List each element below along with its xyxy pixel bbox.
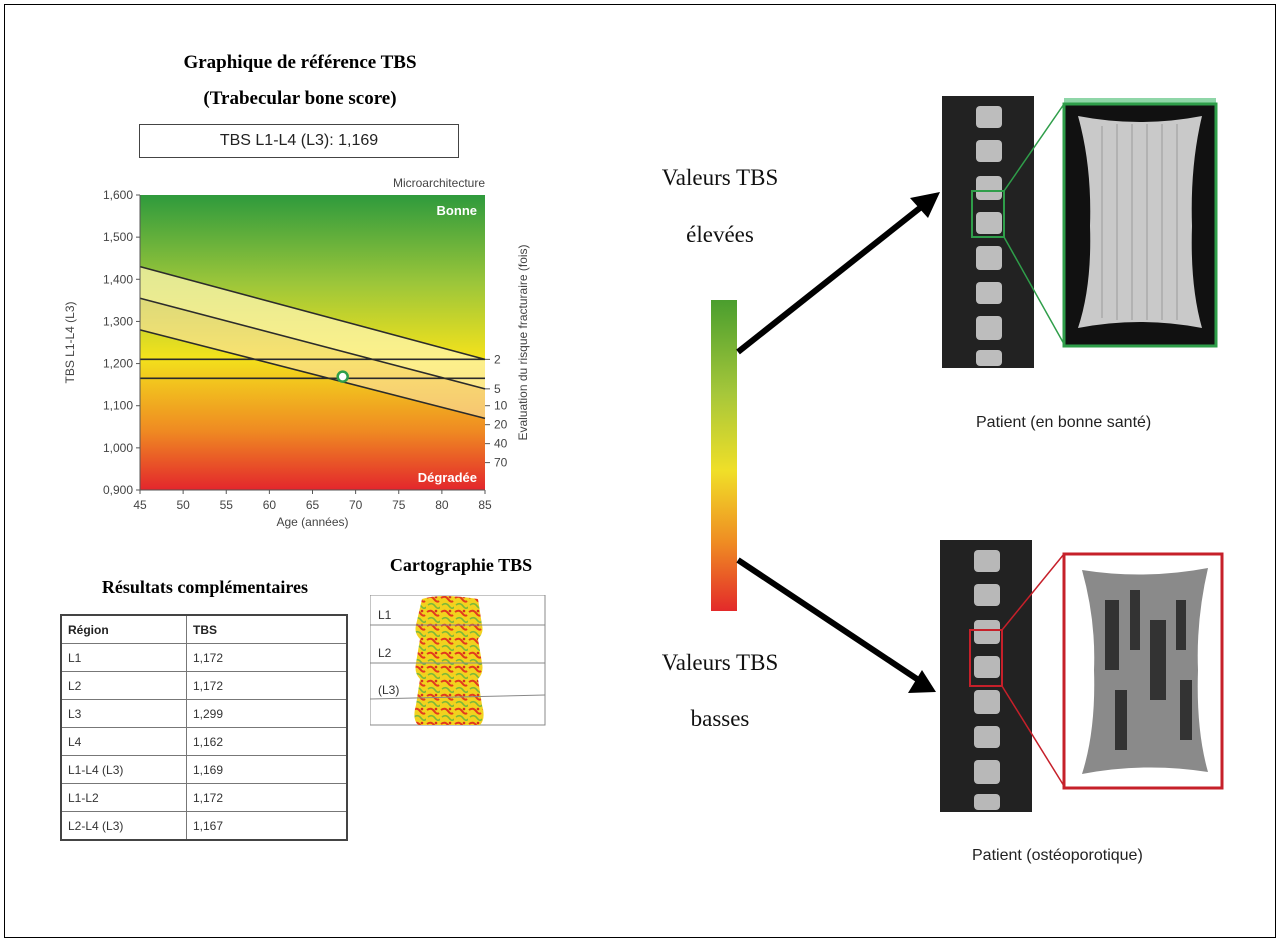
y-tick-label: 1,000 xyxy=(103,441,133,455)
chart-subtitle: (Trabecular bone score) xyxy=(203,88,397,109)
x-tick-label: 55 xyxy=(220,498,234,512)
y-tick-label: 1,300 xyxy=(103,314,133,328)
high-values-label-line2: élevées xyxy=(686,222,754,247)
region-cell: L1-L2 xyxy=(61,783,187,812)
table-row: L1-L2 1,172 xyxy=(61,783,347,812)
table-row: L3 1,299 xyxy=(61,699,347,728)
reference-band-upper xyxy=(140,266,485,389)
osteo-caption: Patient (ostéoporotique) xyxy=(972,847,1143,864)
low-values-label-line2: basses xyxy=(690,706,750,731)
healthy-spine-image xyxy=(942,96,1218,368)
region-cell: L2 xyxy=(61,671,187,700)
x-tick-label: 50 xyxy=(176,498,190,512)
x-tick-label: 60 xyxy=(263,498,277,512)
header-tbs: TBS xyxy=(186,615,347,644)
x-axis-label: Age (années) xyxy=(276,515,348,529)
right-tick-label: 2 xyxy=(494,352,501,366)
map-title: Cartographie TBS xyxy=(389,555,533,575)
chart-title: Graphique de référence TBS xyxy=(183,52,417,73)
x-tick-label: 65 xyxy=(306,498,320,512)
y-axis-label: TBS L1-L4 (L3) xyxy=(63,301,77,383)
arrow-to-osteo xyxy=(736,557,928,688)
series-lines xyxy=(139,265,486,420)
header-region: Région xyxy=(61,615,187,644)
right-tick-label: 10 xyxy=(494,399,508,413)
arrow-to-healthy xyxy=(736,197,932,355)
y-tick-label: 1,500 xyxy=(103,230,133,244)
tbs-score-box: TBS L1-L4 (L3): 1,169 xyxy=(139,124,459,158)
y-tick-label: 0,900 xyxy=(103,483,133,497)
table-header-row: Région TBS xyxy=(61,615,347,644)
low-values-label-line1: Valeurs TBS xyxy=(661,650,779,675)
region-cell: L4 xyxy=(61,727,187,756)
vertebra-map xyxy=(370,595,546,726)
patient-point xyxy=(336,370,349,383)
zone-label-bonne: Bonne xyxy=(437,203,477,218)
right-tick-label: 20 xyxy=(494,418,508,432)
reference-band-lower xyxy=(140,298,485,419)
tbs-cell: 1,172 xyxy=(186,643,347,672)
zone-label-degradee: Dégradée xyxy=(418,470,477,485)
table-row: L4 1,162 xyxy=(61,727,347,756)
series-line-3 xyxy=(139,329,486,420)
trabecular-texture xyxy=(1101,124,1178,320)
axes: 45 50 55 60 65 70 75 80 85 0,900 1,000 1,100 1,200 1,… xyxy=(103,188,508,512)
x-tick-label: 75 xyxy=(392,498,406,512)
results-title: Résultats complémentaires xyxy=(101,577,309,597)
arrowhead-icon xyxy=(908,670,936,693)
right-tick-label: 5 xyxy=(494,382,501,396)
x-tick-label: 85 xyxy=(478,498,492,512)
highlight-box xyxy=(969,629,1003,687)
results-table: Région TBS L1 1,172 L2 1,172 L3 1,299 L4 1,1… xyxy=(60,614,348,841)
region-cell: L2-L4 (L3) xyxy=(61,811,187,841)
tbs-cell: 1,299 xyxy=(186,699,347,728)
table-row: L1-L4 (L3) 1,169 xyxy=(61,755,347,784)
vertebra-heatmap xyxy=(414,596,484,725)
arrows xyxy=(736,192,940,693)
porous-trabecular-bone xyxy=(1082,568,1208,774)
x-tick-label: 45 xyxy=(133,498,147,512)
table-row: L2-L4 (L3) 1,167 xyxy=(61,811,347,841)
series-line-1 xyxy=(139,265,486,361)
tbs-scale-bar xyxy=(711,300,737,611)
tbs-cell: 1,169 xyxy=(186,755,347,784)
tbs-cell: 1,172 xyxy=(186,783,347,812)
vertebra-column xyxy=(974,550,1000,810)
figure-border xyxy=(4,4,1276,938)
porous-texture xyxy=(1105,590,1192,750)
divider-line xyxy=(370,694,546,700)
healthy-caption: Patient (en bonne santé) xyxy=(976,414,1152,431)
right-tick-label: 40 xyxy=(494,437,508,451)
y-tick-label: 1,600 xyxy=(103,188,133,202)
region-cell: L1-L4 (L3) xyxy=(61,755,187,784)
x-tick-label: 70 xyxy=(349,498,363,512)
arrowhead-icon xyxy=(910,192,940,218)
highlight-box xyxy=(971,190,1005,238)
osteoporotic-spine-image xyxy=(940,540,1224,812)
microarchitecture-label: Microarchitecture xyxy=(393,176,485,190)
tbs-cell: 1,167 xyxy=(186,811,347,841)
x-tick-label: 80 xyxy=(435,498,449,512)
y-tick-label: 1,400 xyxy=(103,272,133,286)
high-values-label-line1: Valeurs TBS xyxy=(661,165,779,190)
region-cell: L1 xyxy=(61,643,187,672)
map-label-l3: (L3) xyxy=(378,683,400,697)
dense-trabecular-bone xyxy=(1078,116,1202,328)
y-tick-label: 1,200 xyxy=(103,357,133,371)
table-row: L1 1,172 xyxy=(61,643,347,672)
vertebra-column xyxy=(976,106,1002,366)
right-axis-label: Evaluation du risque fracturaire (fois) xyxy=(516,244,530,440)
table-row: L2 1,172 xyxy=(61,671,347,700)
tbs-reference-chart: 45 50 55 60 65 70 75 80 85 0,900 1,000 1,100 1,200 1,… xyxy=(63,176,530,529)
right-tick-label: 70 xyxy=(494,456,508,470)
tbs-cell: 1,172 xyxy=(186,671,347,700)
map-label-l2: L2 xyxy=(378,646,392,660)
y-tick-label: 1,100 xyxy=(103,399,133,413)
region-cell: L3 xyxy=(61,699,187,728)
series-line-2 xyxy=(139,297,486,390)
tbs-cell: 1,162 xyxy=(186,727,347,756)
map-label-l1: L1 xyxy=(378,608,392,622)
